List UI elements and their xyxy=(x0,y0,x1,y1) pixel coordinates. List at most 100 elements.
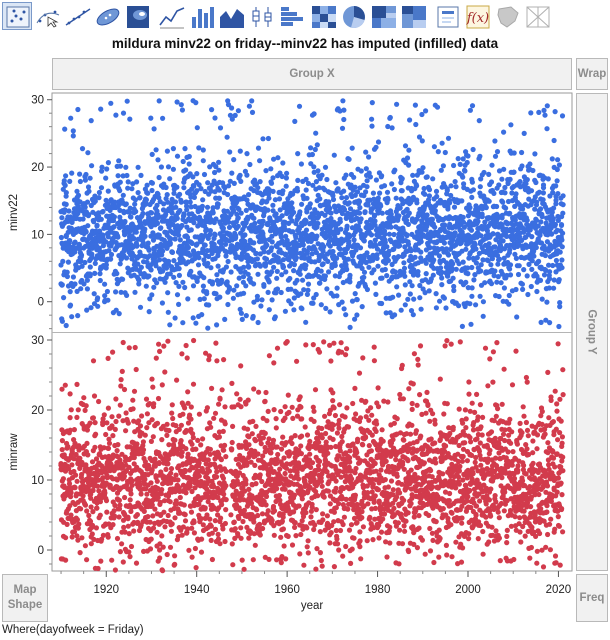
data-point xyxy=(544,103,550,109)
data-point xyxy=(96,398,102,405)
data-point xyxy=(426,288,432,294)
data-point xyxy=(154,529,160,535)
data-point xyxy=(496,256,502,262)
data-point xyxy=(433,188,440,194)
formula-icon[interactable]: f(x) xyxy=(462,2,492,30)
data-point xyxy=(379,210,385,216)
data-point xyxy=(399,176,405,182)
contour-icon[interactable] xyxy=(122,2,152,30)
data-point xyxy=(235,215,241,221)
data-point xyxy=(117,179,123,185)
freq-drop-zone[interactable]: Freq xyxy=(576,574,608,622)
area-icon[interactable] xyxy=(216,2,246,30)
map-shape-label-line1: Map xyxy=(13,584,37,596)
data-point xyxy=(490,231,496,237)
wrap-drop-zone[interactable]: Wrap xyxy=(576,58,608,90)
data-point xyxy=(87,175,93,181)
data-point xyxy=(507,176,513,182)
data-point xyxy=(556,277,562,283)
group-y-drop-zone[interactable]: Group Y xyxy=(576,93,608,571)
data-point xyxy=(525,291,531,298)
line-icon[interactable] xyxy=(156,2,186,30)
data-point xyxy=(210,210,216,216)
data-point xyxy=(423,108,429,114)
data-point xyxy=(541,272,548,278)
data-point xyxy=(199,312,205,318)
data-point xyxy=(352,291,358,297)
data-point xyxy=(113,418,119,425)
treemap-icon[interactable] xyxy=(368,2,398,30)
data-point xyxy=(216,195,223,201)
data-point xyxy=(92,260,98,266)
data-point xyxy=(222,442,228,448)
data-point xyxy=(222,421,228,427)
points-icon[interactable] xyxy=(2,2,32,30)
data-point xyxy=(176,232,182,238)
data-point xyxy=(92,198,98,204)
data-point xyxy=(81,281,87,287)
data-point xyxy=(62,382,68,388)
data-point xyxy=(147,296,153,302)
data-point xyxy=(551,285,557,291)
data-point xyxy=(560,193,566,199)
pie-icon[interactable] xyxy=(338,2,368,30)
data-point xyxy=(391,231,397,238)
data-point xyxy=(213,474,220,480)
data-point xyxy=(266,436,272,442)
mosaic-icon[interactable] xyxy=(398,2,428,30)
data-point xyxy=(77,550,83,556)
data-point xyxy=(165,164,172,170)
smoother-icon[interactable] xyxy=(32,2,62,30)
data-point xyxy=(63,322,69,329)
group-x-drop-zone[interactable]: Group X xyxy=(52,58,572,90)
data-point xyxy=(554,178,560,184)
data-point xyxy=(261,283,267,289)
histogram-icon[interactable] xyxy=(276,2,306,30)
data-point xyxy=(420,165,426,171)
data-point xyxy=(188,227,194,233)
heatmap-icon[interactable] xyxy=(308,2,338,30)
caption-box-icon[interactable] xyxy=(432,2,462,30)
data-point xyxy=(414,197,420,203)
data-point xyxy=(559,265,565,271)
data-point xyxy=(111,513,117,519)
bar-icon[interactable] xyxy=(186,2,216,30)
data-point xyxy=(521,130,527,136)
data-point xyxy=(469,264,475,271)
data-point xyxy=(402,273,408,279)
data-point xyxy=(177,207,183,214)
line-of-fit-icon[interactable] xyxy=(62,2,92,30)
data-point xyxy=(556,323,562,330)
data-point xyxy=(114,448,120,454)
data-point xyxy=(520,286,526,292)
data-point xyxy=(148,115,154,121)
data-point xyxy=(141,508,147,514)
data-point xyxy=(127,116,133,122)
data-point xyxy=(266,279,272,285)
data-point xyxy=(229,170,235,176)
map-shapes-icon[interactable] xyxy=(492,2,522,30)
data-point xyxy=(314,233,320,239)
data-point xyxy=(97,277,103,284)
data-point xyxy=(328,210,334,216)
data-point xyxy=(231,157,237,163)
data-point xyxy=(188,416,194,422)
data-point xyxy=(132,344,138,351)
data-point xyxy=(289,200,295,206)
data-point xyxy=(67,415,73,421)
data-point xyxy=(274,268,280,274)
box-plot-icon[interactable] xyxy=(246,2,276,30)
data-point xyxy=(264,242,270,248)
map-shape-drop-zone[interactable]: Map Shape xyxy=(2,574,48,622)
data-point xyxy=(85,452,91,458)
data-point xyxy=(313,291,319,298)
data-point xyxy=(264,418,270,424)
data-point xyxy=(123,201,129,207)
data-point xyxy=(470,146,476,153)
data-point xyxy=(220,428,226,434)
data-point xyxy=(226,224,233,230)
data-point xyxy=(176,272,182,278)
ellipse-icon[interactable] xyxy=(92,2,122,30)
parallel-icon[interactable] xyxy=(522,2,552,30)
data-point xyxy=(270,175,276,181)
